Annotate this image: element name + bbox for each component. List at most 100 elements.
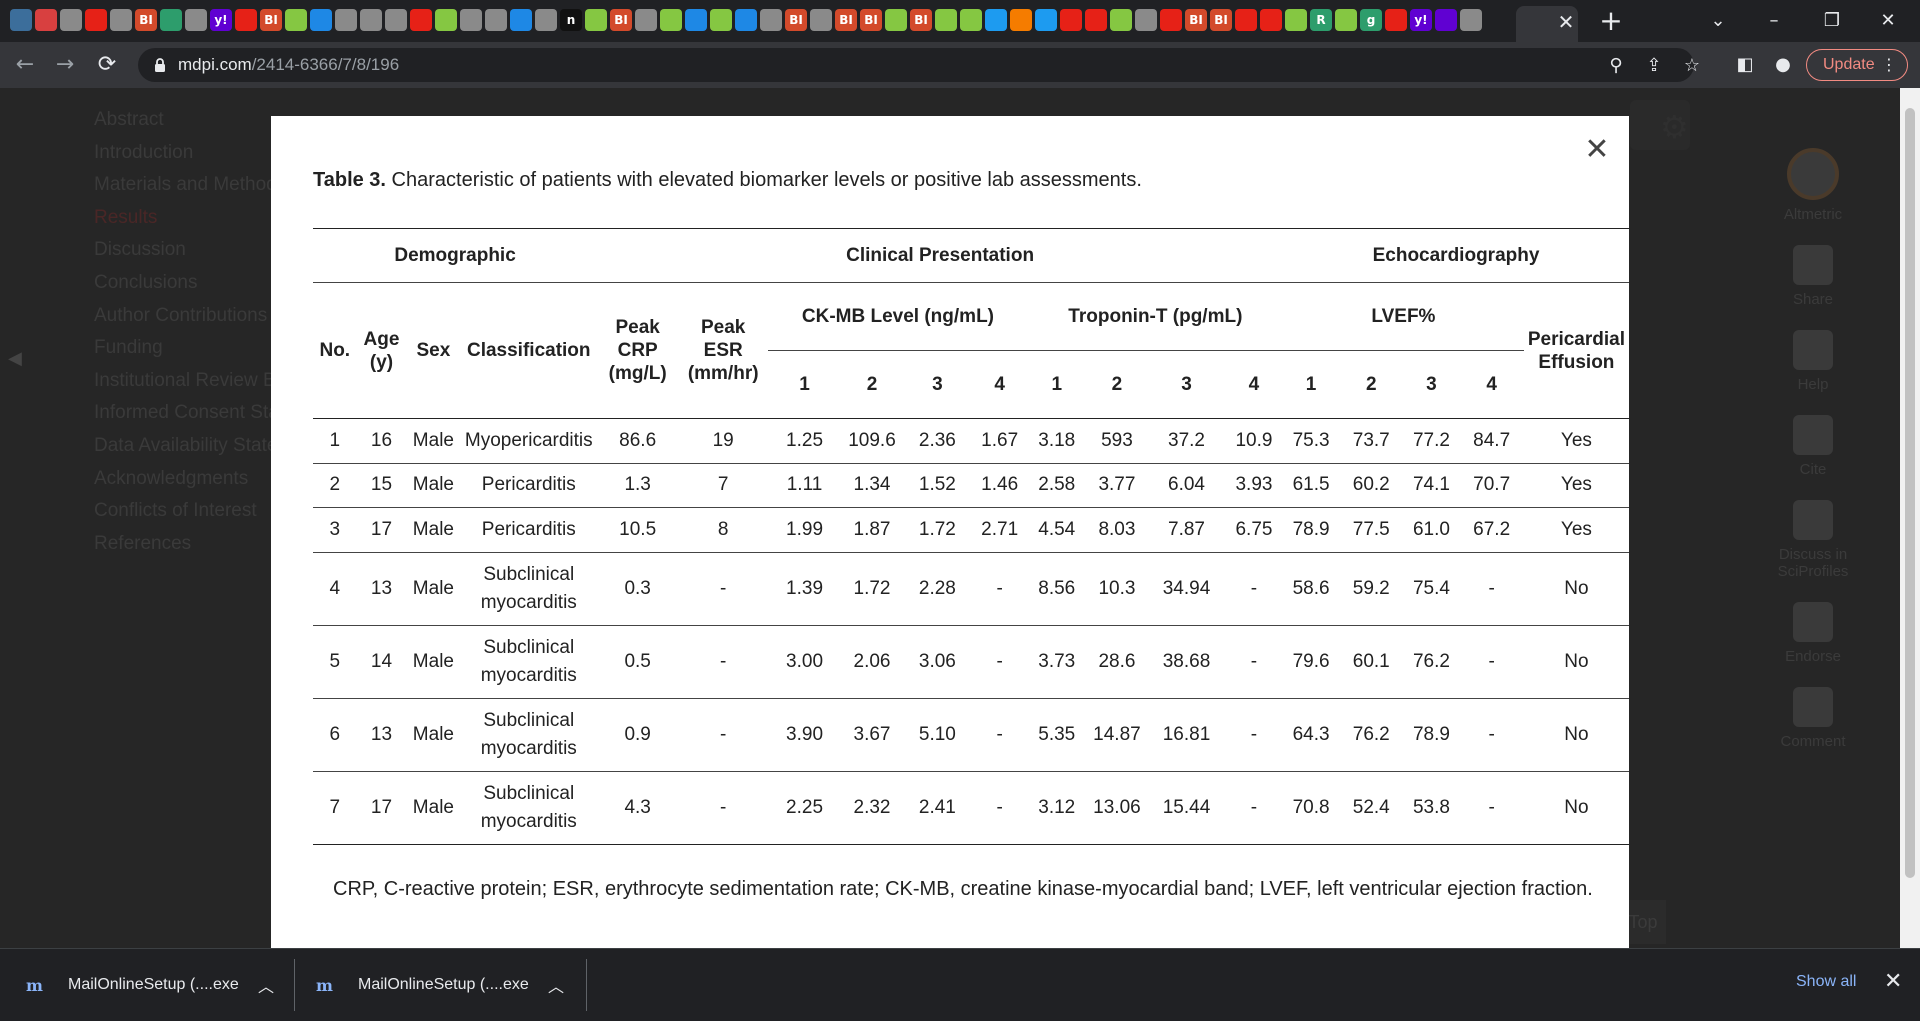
update-button[interactable]: Update ⋮ bbox=[1806, 49, 1908, 81]
web-icon[interactable] bbox=[760, 9, 782, 31]
youtube-icon[interactable] bbox=[410, 9, 432, 31]
rumble-icon[interactable] bbox=[935, 9, 957, 31]
download-item[interactable]: m MailOnlineSetup (....exe bbox=[316, 949, 529, 1021]
forward-button[interactable]: → bbox=[55, 52, 75, 77]
rail-item[interactable]: Cite bbox=[1770, 415, 1856, 478]
bi-icon[interactable]: BI bbox=[135, 9, 157, 31]
web-icon[interactable] bbox=[810, 9, 832, 31]
rumble-icon[interactable] bbox=[1285, 9, 1307, 31]
youtube-icon[interactable] bbox=[1385, 9, 1407, 31]
reload-button[interactable]: ⟳ bbox=[97, 52, 117, 77]
download-item[interactable]: m MailOnlineSetup (....exe bbox=[26, 949, 239, 1021]
yahoo-icon[interactable] bbox=[1435, 9, 1457, 31]
web-icon[interactable]: R bbox=[1310, 9, 1332, 31]
search-icon[interactable] bbox=[735, 9, 757, 31]
web-icon[interactable] bbox=[185, 9, 207, 31]
web-icon[interactable] bbox=[1135, 9, 1157, 31]
new-tab-button[interactable]: + bbox=[1599, 4, 1623, 37]
sidebar-item[interactable]: Materials and Methods bbox=[94, 174, 287, 196]
sidebar-item[interactable]: Discussion bbox=[94, 239, 186, 261]
youtube-icon[interactable] bbox=[85, 9, 107, 31]
web-icon[interactable] bbox=[110, 9, 132, 31]
chevron-up-icon[interactable]: ︿ bbox=[258, 977, 275, 996]
web-icon[interactable]: g bbox=[1360, 9, 1382, 31]
show-all-button[interactable]: Show all bbox=[1796, 973, 1857, 990]
web-icon[interactable] bbox=[460, 9, 482, 31]
rumble-icon[interactable] bbox=[710, 9, 732, 31]
menu-dots-icon[interactable]: ⋮ bbox=[1881, 55, 1897, 74]
rail-item[interactable]: Endorse bbox=[1770, 602, 1856, 665]
sidebar-item[interactable]: Acknowledgments bbox=[94, 467, 249, 489]
rail-item[interactable]: Share bbox=[1770, 245, 1856, 308]
yahoo-icon[interactable]: y! bbox=[1410, 9, 1432, 31]
youtube-icon[interactable] bbox=[1235, 9, 1257, 31]
rail-item[interactable]: Comment bbox=[1770, 687, 1856, 750]
address-bar[interactable]: mdpi.com/2414-6366/7/8/196 ⚲ ⇪ ☆ bbox=[138, 48, 1700, 82]
web-icon[interactable] bbox=[335, 9, 357, 31]
twitter-icon[interactable] bbox=[985, 9, 1007, 31]
sidebar-item[interactable]: Author Contributions bbox=[94, 304, 268, 326]
bi-icon[interactable]: BI bbox=[835, 9, 857, 31]
active-tab[interactable] bbox=[1516, 6, 1578, 42]
web-icon[interactable] bbox=[160, 9, 182, 31]
web-icon[interactable] bbox=[685, 9, 707, 31]
rail-item[interactable]: Discuss in SciProfiles bbox=[1770, 500, 1856, 580]
sidebar-item[interactable]: Funding bbox=[94, 337, 163, 359]
sidebar-item[interactable]: Results bbox=[94, 206, 158, 228]
rail-item[interactable]: Help bbox=[1770, 330, 1856, 393]
tab-close-icon[interactable]: ✕ bbox=[1557, 10, 1575, 34]
youtube-icon[interactable] bbox=[235, 9, 257, 31]
sidebar-item[interactable]: Conflicts of Interest bbox=[94, 500, 257, 522]
rumble-icon[interactable] bbox=[1335, 9, 1357, 31]
minimize-button[interactable]: – bbox=[1769, 10, 1779, 31]
back-button[interactable]: ← bbox=[15, 52, 35, 77]
zoom-icon[interactable]: ⚲ bbox=[1609, 55, 1623, 76]
bi-icon[interactable]: BI bbox=[260, 9, 282, 31]
close-download-bar-icon[interactable]: ✕ bbox=[1884, 969, 1903, 994]
rumble-icon[interactable] bbox=[435, 9, 457, 31]
web-icon[interactable] bbox=[1260, 9, 1282, 31]
web-icon[interactable] bbox=[485, 9, 507, 31]
rumble-icon[interactable] bbox=[585, 9, 607, 31]
youtube-icon[interactable] bbox=[1160, 9, 1182, 31]
page-scrollbar[interactable] bbox=[1900, 88, 1920, 948]
profile-icon[interactable]: ● bbox=[1775, 54, 1791, 75]
web-icon[interactable] bbox=[60, 9, 82, 31]
side-panel-icon[interactable]: ◧ bbox=[1736, 54, 1754, 75]
web-icon[interactable] bbox=[310, 9, 332, 31]
bi-icon[interactable]: BI bbox=[860, 9, 882, 31]
search-icon[interactable] bbox=[510, 9, 532, 31]
modal-close-icon[interactable]: ✕ bbox=[1584, 132, 1610, 167]
collapse-arrow-icon[interactable]: ◀ bbox=[8, 348, 22, 368]
sidebar-item[interactable]: Introduction bbox=[94, 141, 194, 163]
rail-item[interactable]: Altmetric bbox=[1770, 148, 1856, 223]
web-icon[interactable] bbox=[1460, 9, 1482, 31]
settings-button[interactable]: ⚙ bbox=[1630, 100, 1690, 150]
yahoo-icon[interactable]: y! bbox=[210, 9, 232, 31]
web-icon[interactable] bbox=[385, 9, 407, 31]
chrome-ext-icon[interactable] bbox=[35, 9, 57, 31]
bookmark-star-icon[interactable]: ☆ bbox=[1683, 55, 1701, 76]
globe-icon[interactable] bbox=[10, 9, 32, 31]
n-icon[interactable]: n bbox=[560, 9, 582, 31]
chevron-up-icon[interactable]: ︿ bbox=[548, 977, 565, 996]
web-icon[interactable] bbox=[360, 9, 382, 31]
bi-icon[interactable]: BI bbox=[1185, 9, 1207, 31]
rumble-icon[interactable] bbox=[660, 9, 682, 31]
sidebar-item[interactable]: Abstract bbox=[94, 109, 164, 130]
close-window-button[interactable]: ✕ bbox=[1880, 10, 1896, 31]
twitter-icon[interactable] bbox=[1035, 9, 1057, 31]
sidebar-item[interactable]: Conclusions bbox=[94, 271, 198, 293]
sidebar-item[interactable]: Data Availability Statement bbox=[94, 434, 320, 456]
web-icon[interactable] bbox=[535, 9, 557, 31]
rumble-icon[interactable] bbox=[285, 9, 307, 31]
restore-button[interactable]: ❐ bbox=[1823, 10, 1841, 31]
youtube-icon[interactable] bbox=[1085, 9, 1107, 31]
rumble-icon[interactable] bbox=[885, 9, 907, 31]
web-icon[interactable] bbox=[635, 9, 657, 31]
scroll-thumb[interactable] bbox=[1905, 108, 1915, 878]
tab-search-chevron-icon[interactable]: ⌄ bbox=[1710, 10, 1726, 31]
sidebar-item[interactable]: References bbox=[94, 532, 192, 554]
youtube-icon[interactable] bbox=[1060, 9, 1082, 31]
bi-icon[interactable]: BI bbox=[610, 9, 632, 31]
